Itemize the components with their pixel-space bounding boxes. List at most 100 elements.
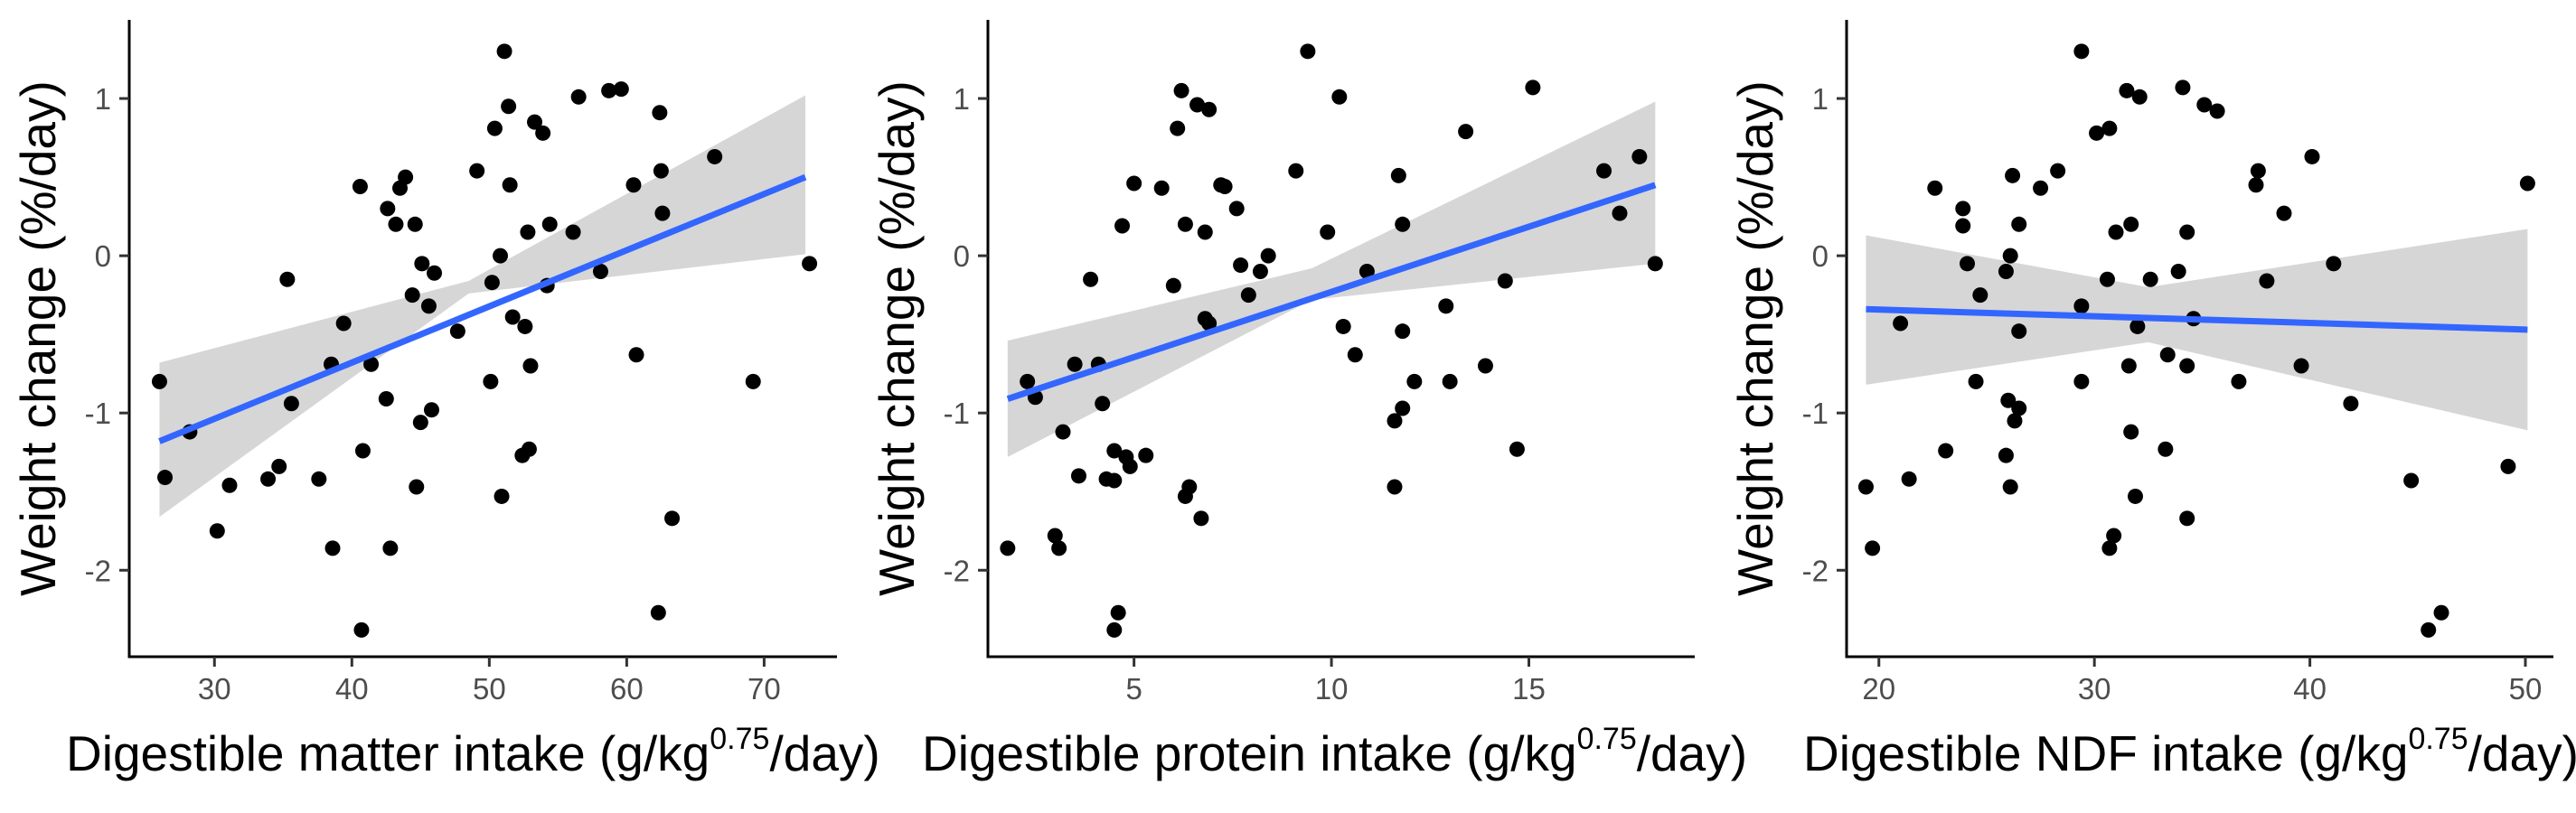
data-point [493,248,509,264]
data-point [2000,392,2017,408]
data-point [1631,148,1648,164]
data-point [1217,179,1233,195]
data-point [1612,205,1628,221]
x-tick-label: 60 [610,672,644,706]
data-point [1395,323,1411,340]
data-point [2276,205,2292,221]
x-tick-label: 50 [2509,672,2543,706]
data-point [541,216,558,232]
data-point [1126,175,1142,192]
y-tick-label: -1 [1802,397,1829,430]
data-point [388,216,404,232]
regression-line [1866,305,2528,333]
data-point [2142,271,2158,287]
y-axis-title: Weight change (%/day) [869,80,925,596]
y-axis-title: Weight change (%/day) [1727,80,1783,596]
data-point [414,256,430,272]
data-point [1153,180,1170,196]
data-point [653,163,669,179]
data-point [527,114,543,130]
data-point [2421,621,2437,638]
data-point [2158,441,2174,457]
data-point [363,356,380,372]
data-point [613,81,629,98]
data-point [2101,540,2118,556]
data-point [517,318,533,334]
data-point [2073,373,2090,389]
data-point [409,479,425,495]
data-point [2433,604,2449,621]
data-point [652,105,668,121]
data-point [650,604,666,621]
data-point [412,415,428,431]
data-point [486,120,503,136]
data-point [1288,163,1304,179]
data-point [2099,271,2115,287]
data-point [1359,264,1375,280]
data-point [592,264,608,280]
regression-line [1006,182,1657,402]
data-point [1395,216,1411,232]
data-point [2175,79,2191,96]
data-point [2011,323,2027,340]
points-group [1857,43,2535,638]
data-point [1331,89,1348,105]
data-point [1260,248,1276,264]
confidence-band [1866,229,2528,431]
data-point [352,179,368,195]
data-point [1395,400,1411,416]
data-point [2259,273,2275,289]
data-point [1938,443,1954,459]
y-axis-title: Weight change (%/day) [10,80,66,596]
y-tick-label: -2 [944,554,970,587]
data-point [2119,82,2135,98]
data-point [1647,256,1663,272]
data-point [1901,471,1917,487]
x-axis-title: Digestible matter intake (g/kg0.75/day) [66,722,880,781]
data-point [1347,347,1363,363]
data-point [354,443,371,459]
data-point [2089,125,2105,141]
data-point [1055,424,1071,440]
data-point [1106,443,1123,459]
y-tick-label: 1 [1812,82,1829,116]
confidence-band [1007,101,1656,457]
data-point [2033,180,2049,196]
data-point [221,477,238,493]
y-tick-label: -2 [85,554,111,587]
data-point [260,471,277,487]
data-point [521,441,537,457]
confidence-band [159,95,806,518]
data-point [1051,540,1067,556]
data-point [1972,287,1988,304]
points-group [1000,43,1663,638]
data-point [1193,510,1209,527]
data-point [1955,218,1971,234]
data-point [2403,472,2420,489]
data-point [1865,540,1881,556]
y-tick-label: -2 [1802,554,1829,587]
x-tick-label: 5 [1125,672,1142,706]
data-point [2231,373,2247,389]
data-point [423,402,439,418]
data-point [496,43,512,60]
data-point [1020,373,1036,389]
data-point [1122,458,1138,474]
data-point [1477,358,1493,374]
data-point [380,201,396,217]
data-point [1170,120,1186,136]
data-point [664,510,681,527]
data-point [1438,298,1454,314]
data-point [1320,224,1336,240]
panel-1: 30 40 50 60 70 -2 -1 0 1 Weight change (%/day) Dig… [10,20,880,781]
data-point [520,224,536,240]
data-point [2131,89,2148,105]
data-point [483,373,499,389]
y-tick-label: -1 [85,397,111,430]
data-point [2101,120,2118,136]
data-point [2304,148,2320,164]
x-tick-label: 40 [2293,672,2327,706]
data-point [1047,528,1063,544]
data-point [565,224,581,240]
